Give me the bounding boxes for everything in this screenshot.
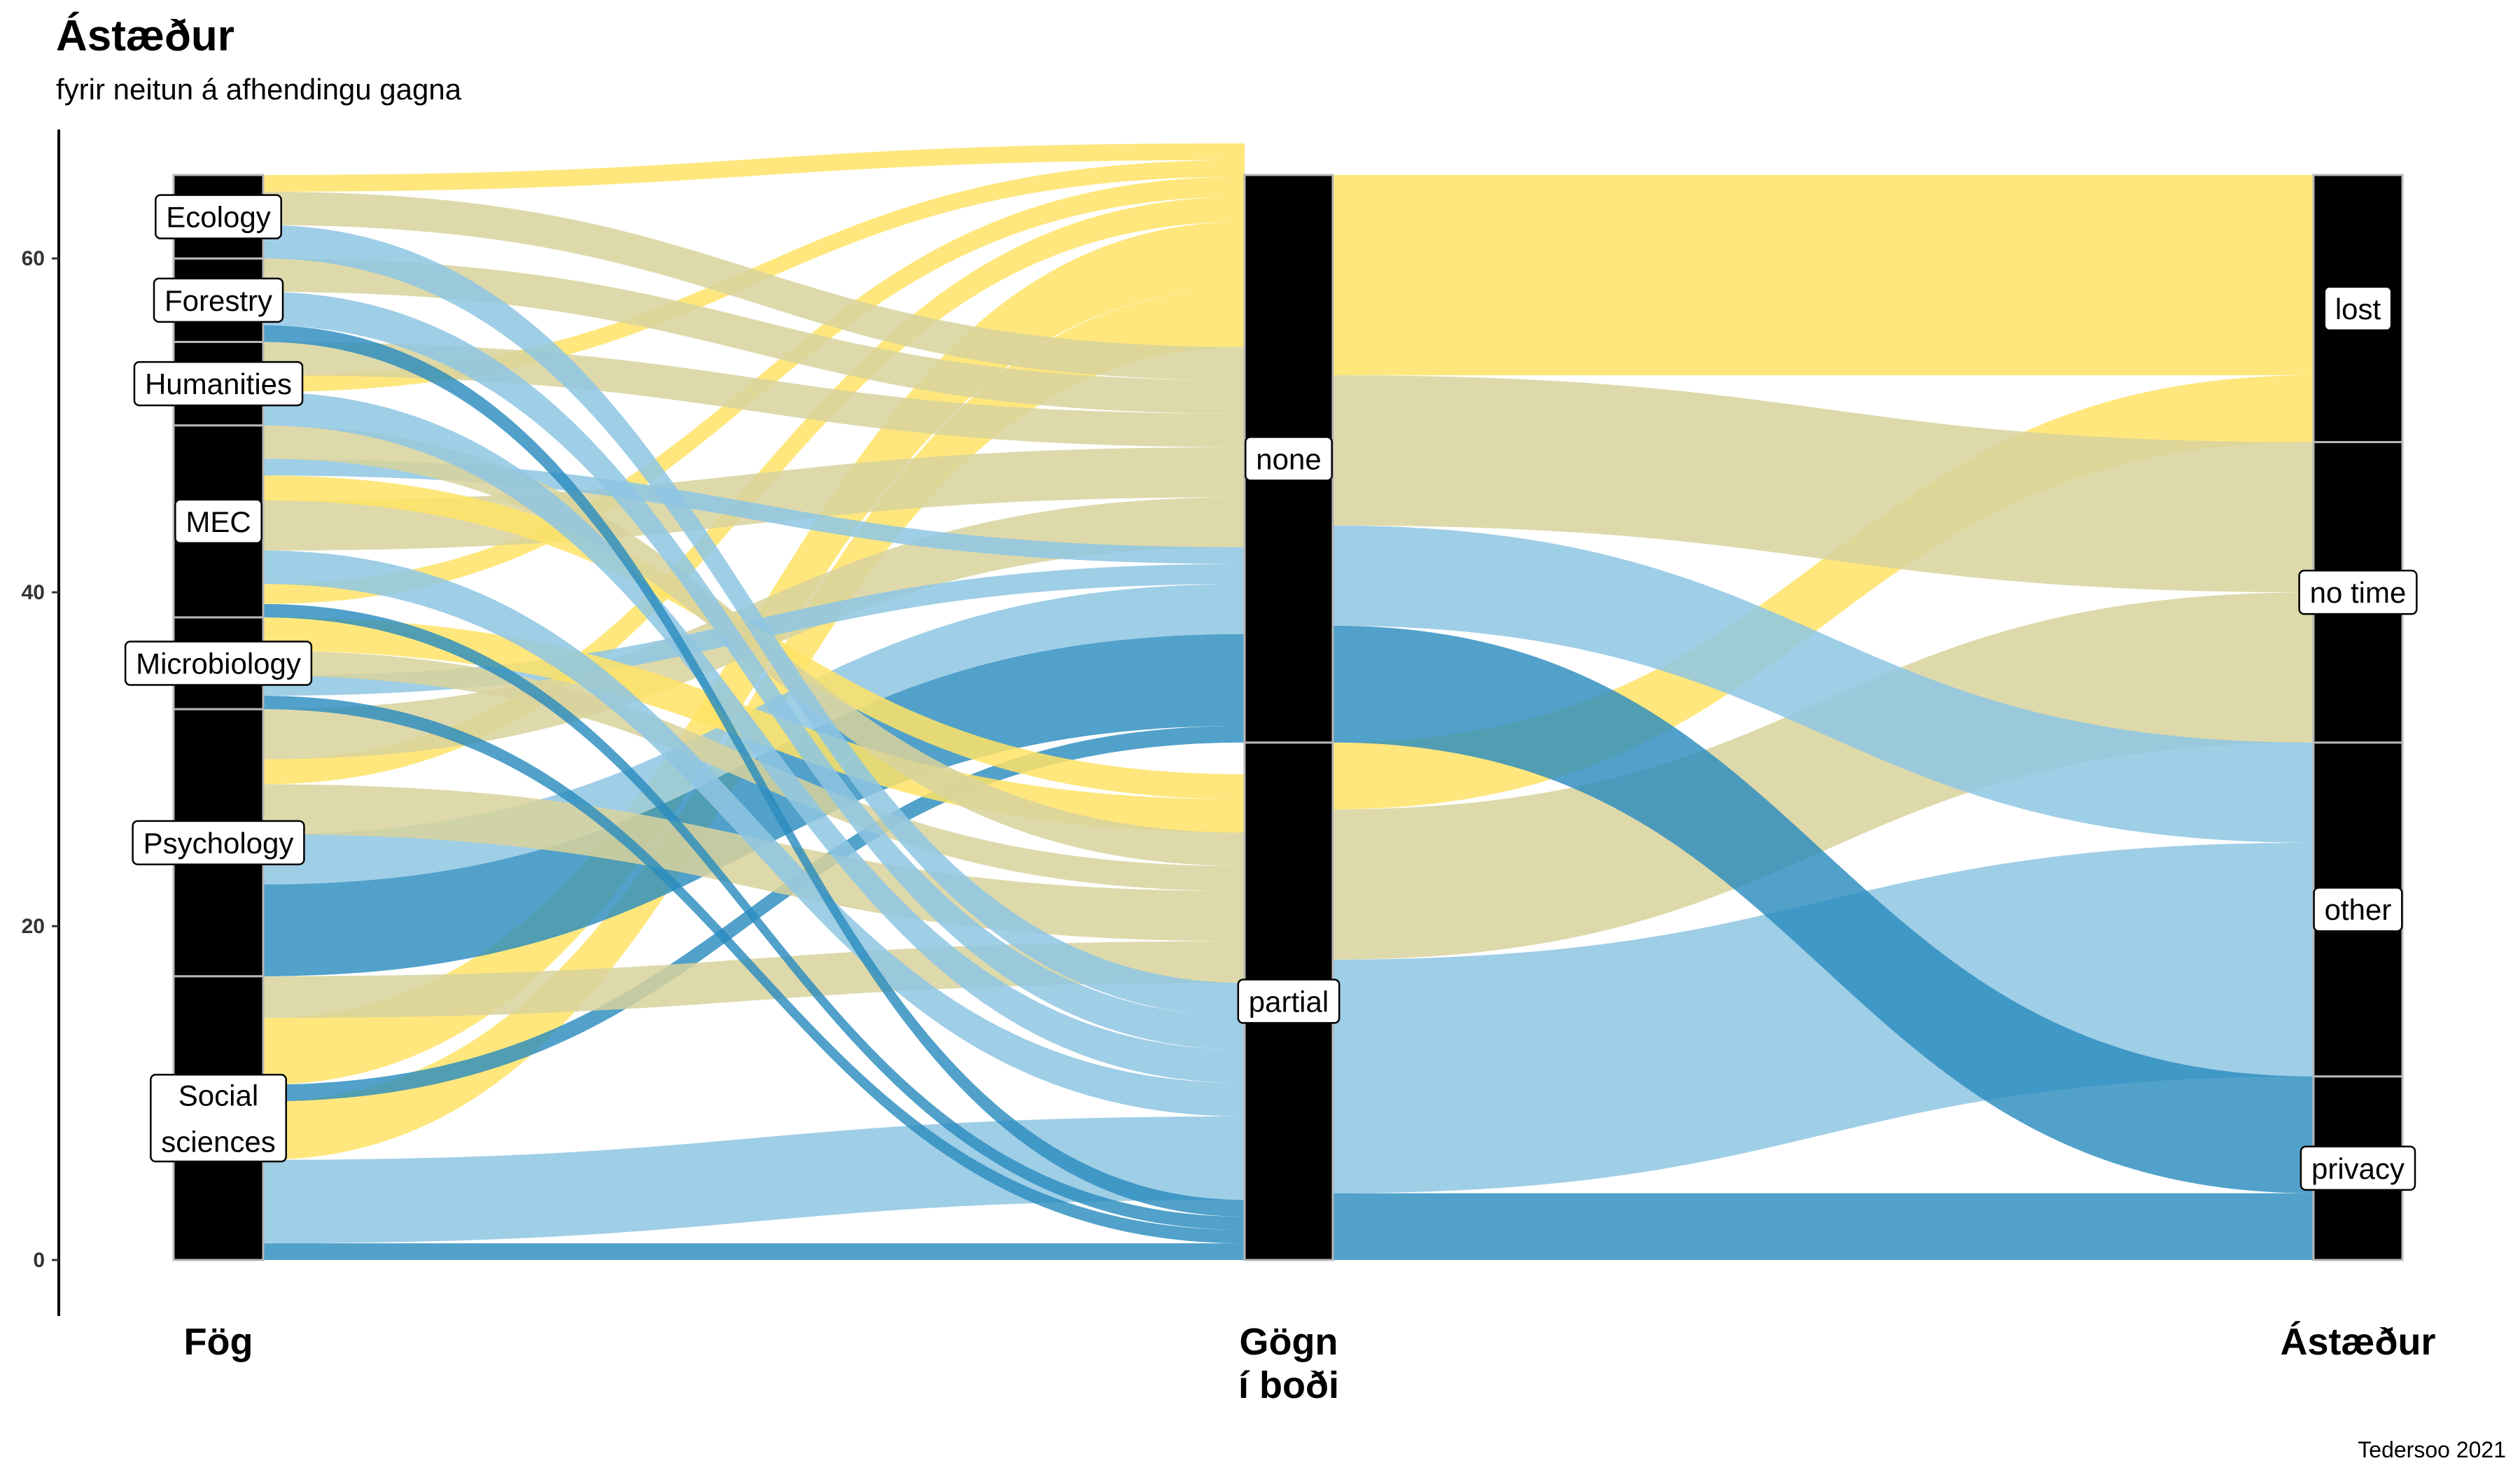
- flow-microbiology-to-partial: [263, 696, 1245, 1244]
- flow-none-to-privacy: [1333, 625, 2314, 1194]
- y-tick-label: 60: [22, 247, 45, 270]
- svg-text:sciences: sciences: [161, 1125, 275, 1158]
- flow-none-to-lost: [1333, 175, 2314, 376]
- flow-mec-to-partial: [263, 603, 1245, 1231]
- label-ecology: Ecology: [155, 194, 282, 239]
- flow-psychology-to-none: [263, 634, 1245, 976]
- flow-psychology-to-partial: [263, 784, 1245, 941]
- x-axis-label: í boði: [1238, 1364, 1339, 1406]
- label-privacy: privacy: [2300, 1145, 2416, 1191]
- svg-text:Social: Social: [178, 1079, 258, 1112]
- chart-title: Ástæður: [56, 12, 234, 60]
- svg-text:Ecology: Ecology: [166, 201, 270, 234]
- flow-social-sciences-to-partial: [263, 1243, 1245, 1260]
- flow-ecology-to-none: [263, 191, 1245, 381]
- label-microbiology: Microbiology: [124, 640, 313, 686]
- flow-ecology-to-none: [263, 143, 1245, 192]
- flow-forestry-to-partial: [263, 291, 1245, 1050]
- svg-text:other: other: [2325, 893, 2392, 926]
- svg-text:no time: no time: [2310, 576, 2407, 609]
- flow-partial-to-no-time: [1333, 592, 2314, 960]
- flow-mec-to-partial: [263, 550, 1245, 1116]
- caption: Tedersoo 2021: [2358, 1437, 2506, 1462]
- svg-text:Psychology: Psychology: [144, 827, 294, 860]
- svg-text:none: none: [1256, 442, 1321, 475]
- flow-none-to-no-time: [1333, 375, 2314, 593]
- x-axis-label: Gögn: [1240, 1321, 1338, 1363]
- svg-text:partial: partial: [1249, 985, 1329, 1018]
- flow-mec-to-partial: [263, 425, 1245, 867]
- label-no-time: no time: [2298, 569, 2418, 615]
- y-tick-label: 20: [22, 915, 45, 938]
- x-axis-label: Fög: [184, 1321, 253, 1363]
- label-lost: lost: [2323, 286, 2393, 332]
- x-axis-label: Ástæður: [2280, 1321, 2435, 1363]
- flow-social-sciences-to-partial: [263, 1116, 1245, 1244]
- flow-partial-to-other: [1333, 842, 2314, 1194]
- flow-ecology-to-partial: [263, 225, 1245, 1016]
- flow-partial-to-privacy: [1333, 1193, 2314, 1260]
- label-mec: MEC: [174, 498, 262, 545]
- chart-subtitle: fyrir neitun á afhendingu gagna: [56, 73, 462, 106]
- svg-text:Forestry: Forestry: [164, 284, 272, 317]
- flow-humanities-to-none: [263, 342, 1245, 447]
- svg-text:privacy: privacy: [2311, 1152, 2404, 1185]
- svg-text:MEC: MEC: [186, 505, 251, 538]
- stratum-labels: Social sciences Psychology Microbiology MEC H…: [124, 194, 2418, 1191]
- label-partial: partial: [1237, 979, 1340, 1024]
- label-social-sciences: Social sciences: [150, 1074, 287, 1163]
- label-psychology: Psychology: [132, 820, 305, 866]
- flow-forestry-to-none: [263, 258, 1245, 414]
- y-tick-label: 0: [33, 1249, 45, 1272]
- label-none: none: [1245, 436, 1333, 482]
- flow-humanities-to-partial: [263, 392, 1245, 1084]
- flow-mec-to-none: [263, 458, 1245, 564]
- svg-text:lost: lost: [2335, 293, 2381, 326]
- label-other: other: [2313, 886, 2403, 932]
- flow-none-to-other: [1333, 525, 2314, 843]
- label-humanities: Humanities: [133, 360, 304, 407]
- y-axis: 0 20 40 60: [22, 130, 60, 1316]
- svg-text:Humanities: Humanities: [145, 368, 292, 400]
- svg-text:Microbiology: Microbiology: [136, 648, 301, 680]
- flow-forestry-to-partial: [263, 325, 1245, 1217]
- flows: [263, 143, 2314, 1260]
- flow-partial-to-lost: [1333, 375, 2314, 810]
- y-tick-label: 40: [22, 581, 45, 604]
- label-forestry: Forestry: [153, 277, 284, 323]
